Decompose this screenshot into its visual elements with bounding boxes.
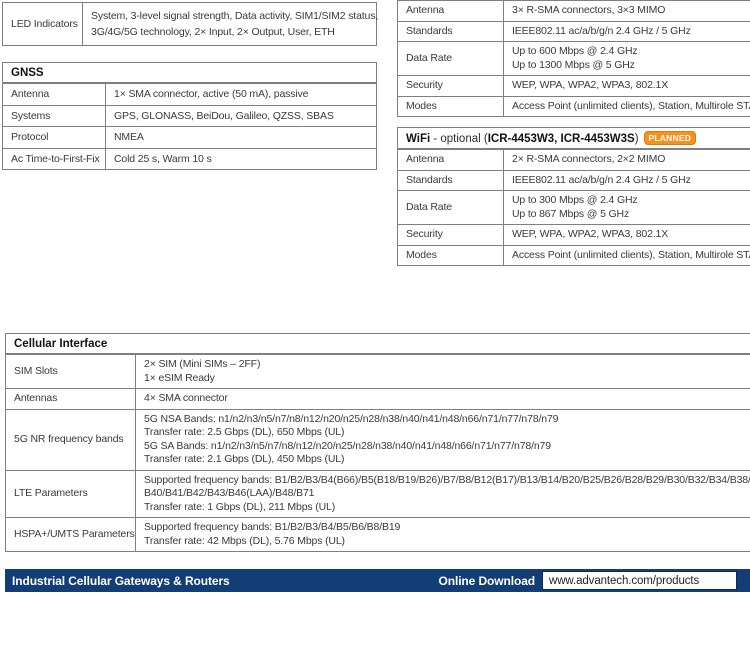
row-label: Data Rate [398, 191, 504, 224]
row-label: 5G NR frequency bands [6, 409, 136, 470]
row-label: LTE Parameters [6, 470, 136, 517]
row-label: Antennas [6, 389, 136, 409]
gnss-table: GNSS Antenna 1× SMA connector, active (5… [2, 62, 377, 170]
table-header: WiFi - optional (ICR-4453W3, ICR-4453W3S… [398, 128, 750, 149]
row-value: WEP, WPA, WPA2, WPA3, 802.1X [512, 79, 669, 91]
row-value: GPS, GLONASS, BeiDou, Galileo, QZSS, SBA… [114, 109, 334, 122]
table-row: Antennas 4× SMA connector [6, 388, 750, 409]
row-value: Access Point (unlimited clients), Statio… [512, 99, 750, 112]
row-label: SIM Slots [6, 355, 136, 388]
online-download-label: Online Download [438, 573, 536, 588]
table-row: Antenna 1× SMA connector, active (50 mA)… [3, 83, 376, 105]
table-row: Modes Access Point (unlimited clients), … [398, 95, 750, 116]
row-value: 2× R-SMA connectors, 2×2 MIMO [512, 153, 666, 165]
header-model-names: ICR-4453W3, ICR-4453W3S [487, 133, 635, 145]
row-value: IEEE802.11 ac/a/b/g/n 2.4 GHz / 5 GHz [512, 173, 691, 186]
row-value: Supported frequency bands: B1/B2/B3/B4(B… [144, 473, 750, 513]
wifi-optional-table: WiFi - optional (ICR-4453W3, ICR-4453W3S… [397, 127, 750, 266]
table-row: LED Indicators System, 3-level signal st… [3, 3, 378, 45]
row-value: 2× SIM (Mini SIMs – 2FF) 1× eSIM Ready [144, 358, 261, 384]
footer-category-title: Industrial Cellular Gateways & Routers [12, 573, 230, 588]
table-row: Ac Time-to-First-Fix Cold 25 s, Warm 10 … [3, 147, 376, 169]
table-row: Protocol NMEA [3, 126, 376, 148]
row-value: Cold 25 s, Warm 10 s [114, 152, 212, 165]
table-row: Systems GPS, GLONASS, BeiDou, Galileo, Q… [3, 104, 376, 126]
row-value: 1× SMA connector, active (50 mA), passiv… [114, 88, 309, 100]
table-row: Standards IEEE802.11 ac/a/b/g/n 2.4 GHz … [398, 169, 750, 190]
header-product-name: WiFi [406, 133, 431, 145]
table-row: HSPA+/UMTS Parameters Supported frequenc… [6, 517, 750, 551]
planned-badge: PLANNED [643, 131, 697, 145]
row-label: LED Indicators [3, 3, 83, 45]
download-url-link[interactable]: www.advantech.com/products [542, 571, 737, 590]
row-value: IEEE802.11 ac/a/b/g/n 2.4 GHz / 5 GHz [512, 24, 691, 37]
table-header: Cellular Interface [6, 334, 750, 354]
row-label: Modes [398, 245, 504, 265]
row-value: Supported frequency bands: B1/B2/B3/B4/B… [144, 521, 401, 547]
table-row: Antenna 2× R-SMA connectors, 2×2 MIMO [398, 149, 750, 170]
row-label: HSPA+/UMTS Parameters [6, 518, 136, 551]
table-row: Security WEP, WPA, WPA2, WPA3, 802.1X [398, 75, 750, 96]
row-label: Antenna [398, 1, 504, 21]
row-label: Security [398, 225, 504, 245]
row-label: Antenna [398, 150, 504, 170]
row-label: Ac Time-to-First-Fix [3, 148, 106, 169]
table-row: Modes Access Point (unlimited clients), … [398, 244, 750, 265]
table-row: Data Rate Up to 300 Mbps @ 2.4 GHz Up to… [398, 190, 750, 224]
row-value: Access Point (unlimited clients), Statio… [512, 248, 750, 261]
row-value: Up to 600 Mbps @ 2.4 GHz Up to 1300 Mbps… [512, 45, 638, 71]
row-label: Standards [398, 170, 504, 190]
footer-bar: Industrial Cellular Gateways & Routers O… [5, 569, 750, 592]
row-value: WEP, WPA, WPA2, WPA3, 802.1X [512, 228, 669, 240]
table-row: Data Rate Up to 600 Mbps @ 2.4 GHz Up to… [398, 41, 750, 75]
header-separator: - optional ( [430, 133, 488, 145]
table-row: Antenna 3× R-SMA connectors, 3×3 MIMO [398, 1, 750, 21]
row-label: Standards [398, 21, 504, 41]
row-label: Data Rate [398, 42, 504, 75]
table-header: GNSS [3, 63, 376, 83]
row-value: Up to 300 Mbps @ 2.4 GHz Up to 867 Mbps … [512, 194, 638, 220]
table-row: LTE Parameters Supported frequency bands… [6, 469, 750, 517]
row-value: NMEA [114, 131, 144, 143]
row-value: 4× SMA connector [144, 392, 228, 404]
row-label: Antenna [3, 84, 106, 105]
table-row: Security WEP, WPA, WPA2, WPA3, 802.1X [398, 224, 750, 245]
led-indicators-table: LED Indicators System, 3-level signal st… [2, 2, 378, 46]
row-value: 3× R-SMA connectors, 3×3 MIMO [512, 4, 666, 16]
row-label: Modes [398, 96, 504, 116]
table-row: 5G NR frequency bands 5G NSA Bands: n1/n… [6, 408, 750, 470]
table-row: SIM Slots 2× SIM (Mini SIMs – 2FF) 1× eS… [6, 354, 750, 388]
row-value: 5G NSA Bands: n1/n2/n3/n5/n7/n8/n12/n20/… [144, 412, 559, 466]
header-close-paren: ) [634, 133, 639, 145]
wifi-table: Antenna 3× R-SMA connectors, 3×3 MIMO St… [397, 0, 750, 117]
row-label: Systems [3, 105, 106, 126]
cellular-interface-table: Cellular Interface SIM Slots 2× SIM (Min… [5, 333, 750, 552]
row-label: Protocol [3, 127, 106, 148]
row-label: Security [398, 76, 504, 96]
row-value: System, 3-level signal strength, Data ac… [91, 10, 379, 38]
table-row: Standards IEEE802.11 ac/a/b/g/n 2.4 GHz … [398, 20, 750, 41]
